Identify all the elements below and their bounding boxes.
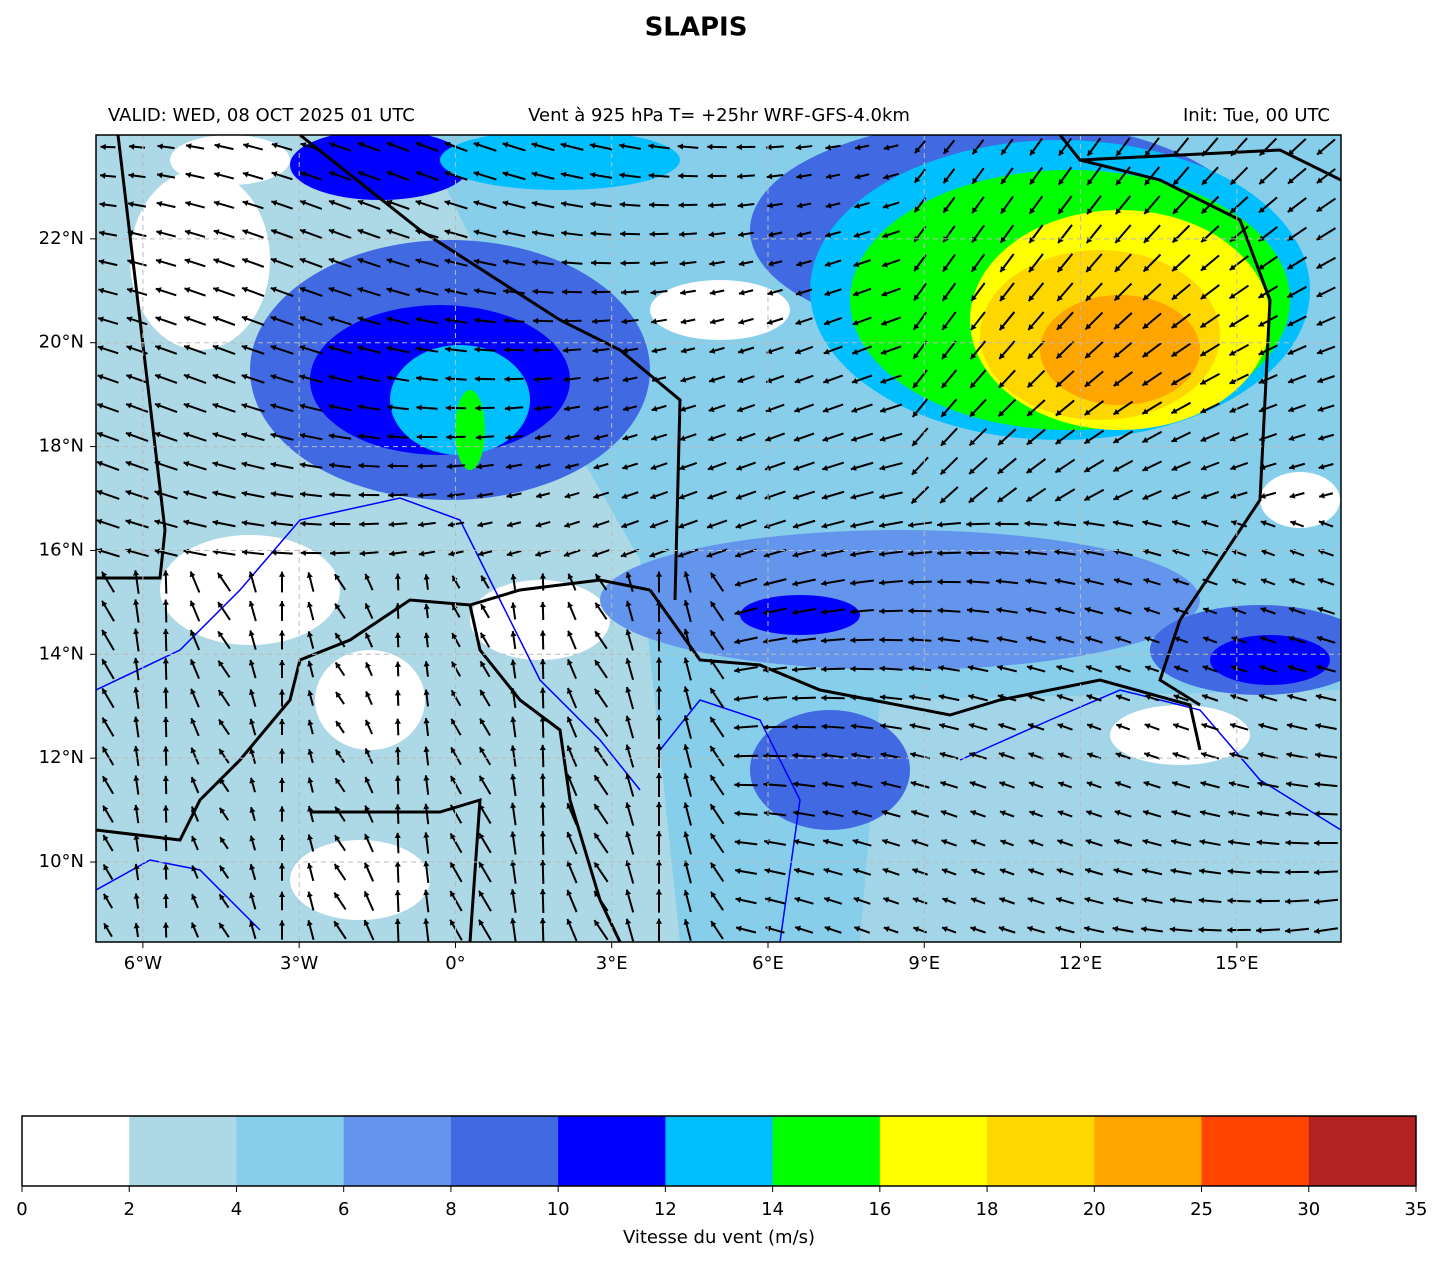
x-tick-label: 15°E	[1215, 953, 1258, 974]
x-tick-label: 12°E	[1059, 953, 1102, 974]
field-zone	[440, 130, 680, 190]
title: SLAPIS	[645, 13, 748, 43]
colorbar-tick-label: 30	[1297, 1199, 1320, 1220]
colorbar-segment	[665, 1116, 773, 1186]
x-tick-label: 3°E	[596, 953, 628, 974]
colorbar-tick-label: 12	[654, 1199, 677, 1220]
x-tick-label: 6°W	[124, 953, 162, 974]
colorbar-tick-label: 14	[761, 1199, 784, 1220]
colorbar-segment	[1202, 1116, 1310, 1186]
colorbar-segment	[1309, 1116, 1417, 1186]
colorbar-tick-label: 8	[445, 1199, 456, 1220]
colorbar-tick-label: 25	[1190, 1199, 1213, 1220]
y-tick-label: 18°N	[39, 436, 84, 457]
colorbar-tick-label: 20	[1083, 1199, 1106, 1220]
x-tick-label: 6°E	[752, 953, 784, 974]
field-zone	[455, 390, 485, 470]
colorbar-segment	[236, 1116, 344, 1186]
y-tick-label: 16°N	[39, 539, 84, 560]
colorbar-label: Vitesse du vent (m/s)	[623, 1227, 815, 1248]
y-tick-label: 20°N	[39, 332, 84, 353]
x-tick-label: 9°E	[908, 953, 940, 974]
map-field	[96, 120, 1370, 942]
colorbar-segment	[451, 1116, 559, 1186]
field-calm	[650, 280, 790, 340]
header-center: Vent à 925 hPa T= +25hr WRF-GFS-4.0km	[528, 105, 910, 126]
field-calm	[290, 840, 430, 920]
x-tick-label: 0°	[445, 953, 465, 974]
field-calm	[1260, 472, 1340, 528]
y-tick-label: 10°N	[39, 851, 84, 872]
y-tick-label: 14°N	[39, 643, 84, 664]
field-zone	[1210, 635, 1330, 685]
colorbar-segment	[344, 1116, 452, 1186]
colorbar-segment	[880, 1116, 988, 1186]
colorbar-tick-label: 18	[976, 1199, 999, 1220]
colorbar: 0 2 4 6 8 10 12 14 16 18 20 25 30 35	[16, 1116, 1427, 1220]
y-tick-label: 12°N	[39, 747, 84, 768]
field-calm	[470, 580, 610, 660]
colorbar-tick-label: 4	[231, 1199, 242, 1220]
x-tick-label: 3°W	[280, 953, 318, 974]
colorbar-tick-label: 16	[868, 1199, 891, 1220]
field-zone	[740, 595, 860, 635]
header-right: Init: Tue, 00 UTC	[1183, 105, 1330, 126]
colorbar-segment	[773, 1116, 881, 1186]
colorbar-segment	[1094, 1116, 1202, 1186]
colorbar-segment	[558, 1116, 666, 1186]
colorbar-segment	[129, 1116, 237, 1186]
colorbar-tick-label: 35	[1405, 1199, 1428, 1220]
colorbar-segment	[22, 1116, 130, 1186]
y-tick-label: 22°N	[39, 228, 84, 249]
colorbar-tick-label: 6	[338, 1199, 349, 1220]
header-left: VALID: WED, 08 OCT 2025 01 UTC	[108, 105, 415, 126]
colorbar-tick-label: 2	[124, 1199, 135, 1220]
colorbar-tick-label: 10	[547, 1199, 570, 1220]
colorbar-tick-label: 0	[16, 1199, 27, 1220]
colorbar-segment	[987, 1116, 1095, 1186]
